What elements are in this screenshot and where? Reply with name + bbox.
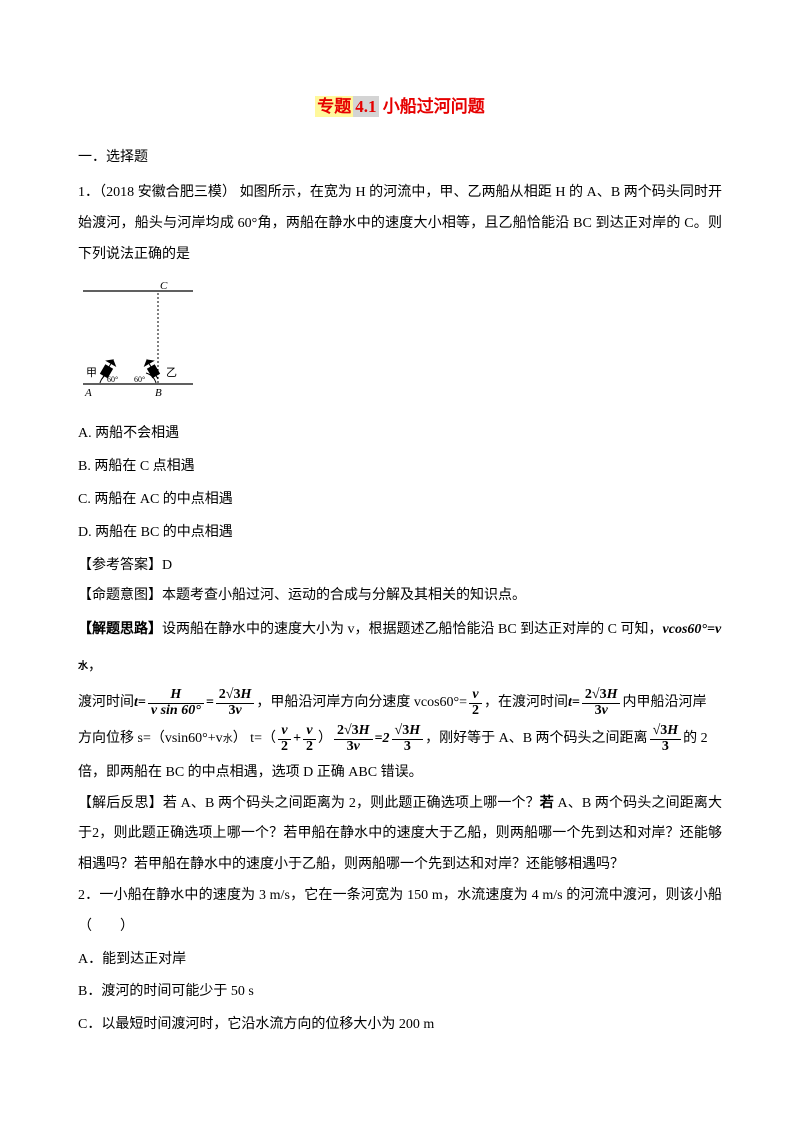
q2-option-c: C．以最短时间渡河时，它沿水流方向的位移大小为 200 m xyxy=(78,1010,722,1041)
diagram-angle1: 60° xyxy=(107,375,118,384)
sol-c2: ） xyxy=(318,721,332,757)
frac-4: 2√3H 3v xyxy=(582,688,621,718)
diagram-angle2: 60° xyxy=(134,375,145,384)
sol-lead: 【解题思路】 xyxy=(78,612,162,648)
frac-8: √3H 3 xyxy=(392,724,424,754)
diagram-label-jia: 甲 xyxy=(86,367,97,379)
frac-den: v sin 60° xyxy=(148,704,204,719)
frac-1: H v sin 60° xyxy=(148,688,204,718)
sol-b4: 内甲船沿河岸 xyxy=(622,685,706,721)
frac-num: v xyxy=(469,688,482,704)
sol-b2: ，甲船沿河岸方向分速度 vcos60°= xyxy=(256,685,467,721)
page-title: 专题4.1 小船过河问题 xyxy=(78,88,722,125)
sol-c3: =2 xyxy=(375,721,390,757)
section-heading: 一．选择题 xyxy=(78,143,722,174)
sol-b3: ，在渡河时间 xyxy=(484,685,568,721)
q1-solution-line1: 【解题思路】设两船在静水中的速度大小为 v，根据题述乙船恰能沿 BC 到达正对岸… xyxy=(78,612,722,685)
sol-a2: vcos60°=v xyxy=(663,612,722,648)
q2-option-b: B．渡河的时间可能少于 50 s xyxy=(78,977,722,1008)
frac-num: v xyxy=(278,724,291,740)
frac-6: v 2 xyxy=(303,724,316,754)
math-plus: + xyxy=(293,721,301,757)
diagram-label-a: A xyxy=(84,387,92,399)
q1-option-b: B. 两船在 C 点相遇 xyxy=(78,452,722,483)
sol-a3: 水 xyxy=(78,654,88,680)
q1-solution-line2: 渡河时间 t= H v sin 60° = 2√3H 3v ，甲船沿河岸方向分速… xyxy=(78,685,722,721)
frac-9: √3H 3 xyxy=(650,724,682,754)
sol-c1b: 水 xyxy=(223,727,233,753)
q1-solution-line3: 方向位移 s=（vsin60°+v水） t=（ v 2 + v 2 ） 2√3H… xyxy=(78,721,722,757)
sol-a: 设两船在静水中的速度大小为 v，根据题述乙船恰能沿 BC 到达正对岸的 C 可知… xyxy=(162,612,663,648)
frac-den: 2 xyxy=(278,740,291,755)
sol-c4: ，刚好等于 A、B 两个码头之间距离 xyxy=(425,721,647,757)
math-teq2: t= xyxy=(568,685,580,721)
frac-num: H xyxy=(148,688,204,704)
reflect-a: 【解后反思】若 A、B 两个码头之间距离为 2，则此题正确选项上哪一个？ xyxy=(78,796,540,811)
frac-7: 2√3H 3v xyxy=(334,724,373,754)
sol-b1: 渡河时间 xyxy=(78,685,134,721)
title-part3: 小船过河问题 xyxy=(379,97,485,116)
title-part2: 4.1 xyxy=(353,96,378,117)
sol-a4: ， xyxy=(88,649,102,685)
reflect-bold: 若 xyxy=(540,796,554,811)
q2-option-a: A．能到达正对岸 xyxy=(78,945,722,976)
frac-2: 2√3H 3v xyxy=(216,688,255,718)
frac-den: 2 xyxy=(469,704,482,719)
q2-stem: 2．一小船在静水中的速度为 3 m/s，它在一条河宽为 150 m，水流速度为 … xyxy=(78,881,722,943)
frac-den: 3 xyxy=(650,740,682,755)
diagram-label-b: B xyxy=(155,387,162,399)
frac-den: 2 xyxy=(303,740,316,755)
q1-stem: 1．（2018 安徽合肥三模） 如图所示，在宽为 H 的河流中，甲、乙两船从相距… xyxy=(78,178,722,270)
q1-intent: 【命题意图】本题考查小船过河、运动的合成与分解及其相关的知识点。 xyxy=(78,581,722,612)
q1-reflect: 【解后反思】若 A、B 两个码头之间距离为 2，则此题正确选项上哪一个？若 A、… xyxy=(78,789,722,881)
q1-answer: 【参考答案】D xyxy=(78,551,722,582)
diagram-label-c: C xyxy=(160,281,168,292)
math-teq: t= xyxy=(134,685,146,721)
q1-diagram: C 60° 甲 A 60° 乙 B xyxy=(78,281,722,414)
sol-c5: 的 2 xyxy=(683,721,708,757)
q1-option-c: C. 两船在 AC 的中点相遇 xyxy=(78,485,722,516)
math-eq: = xyxy=(206,685,214,721)
q1-option-a: A. 两船不会相遇 xyxy=(78,419,722,450)
frac-3: v 2 xyxy=(469,688,482,718)
frac-num: v xyxy=(303,724,316,740)
sol-c1: 方向位移 s=（vsin60°+v xyxy=(78,721,223,757)
title-part1: 专题 xyxy=(315,96,353,117)
frac-5: v 2 xyxy=(278,724,291,754)
sol-c1c: ） t=（ xyxy=(233,721,276,757)
q1-solution-line4: 倍，即两船在 BC 的中点相遇，选项 D 正确 ABC 错误。 xyxy=(78,758,722,789)
frac-den: 3 xyxy=(392,740,424,755)
q1-option-d: D. 两船在 BC 的中点相遇 xyxy=(78,518,722,549)
diagram-label-yi: 乙 xyxy=(166,366,177,379)
